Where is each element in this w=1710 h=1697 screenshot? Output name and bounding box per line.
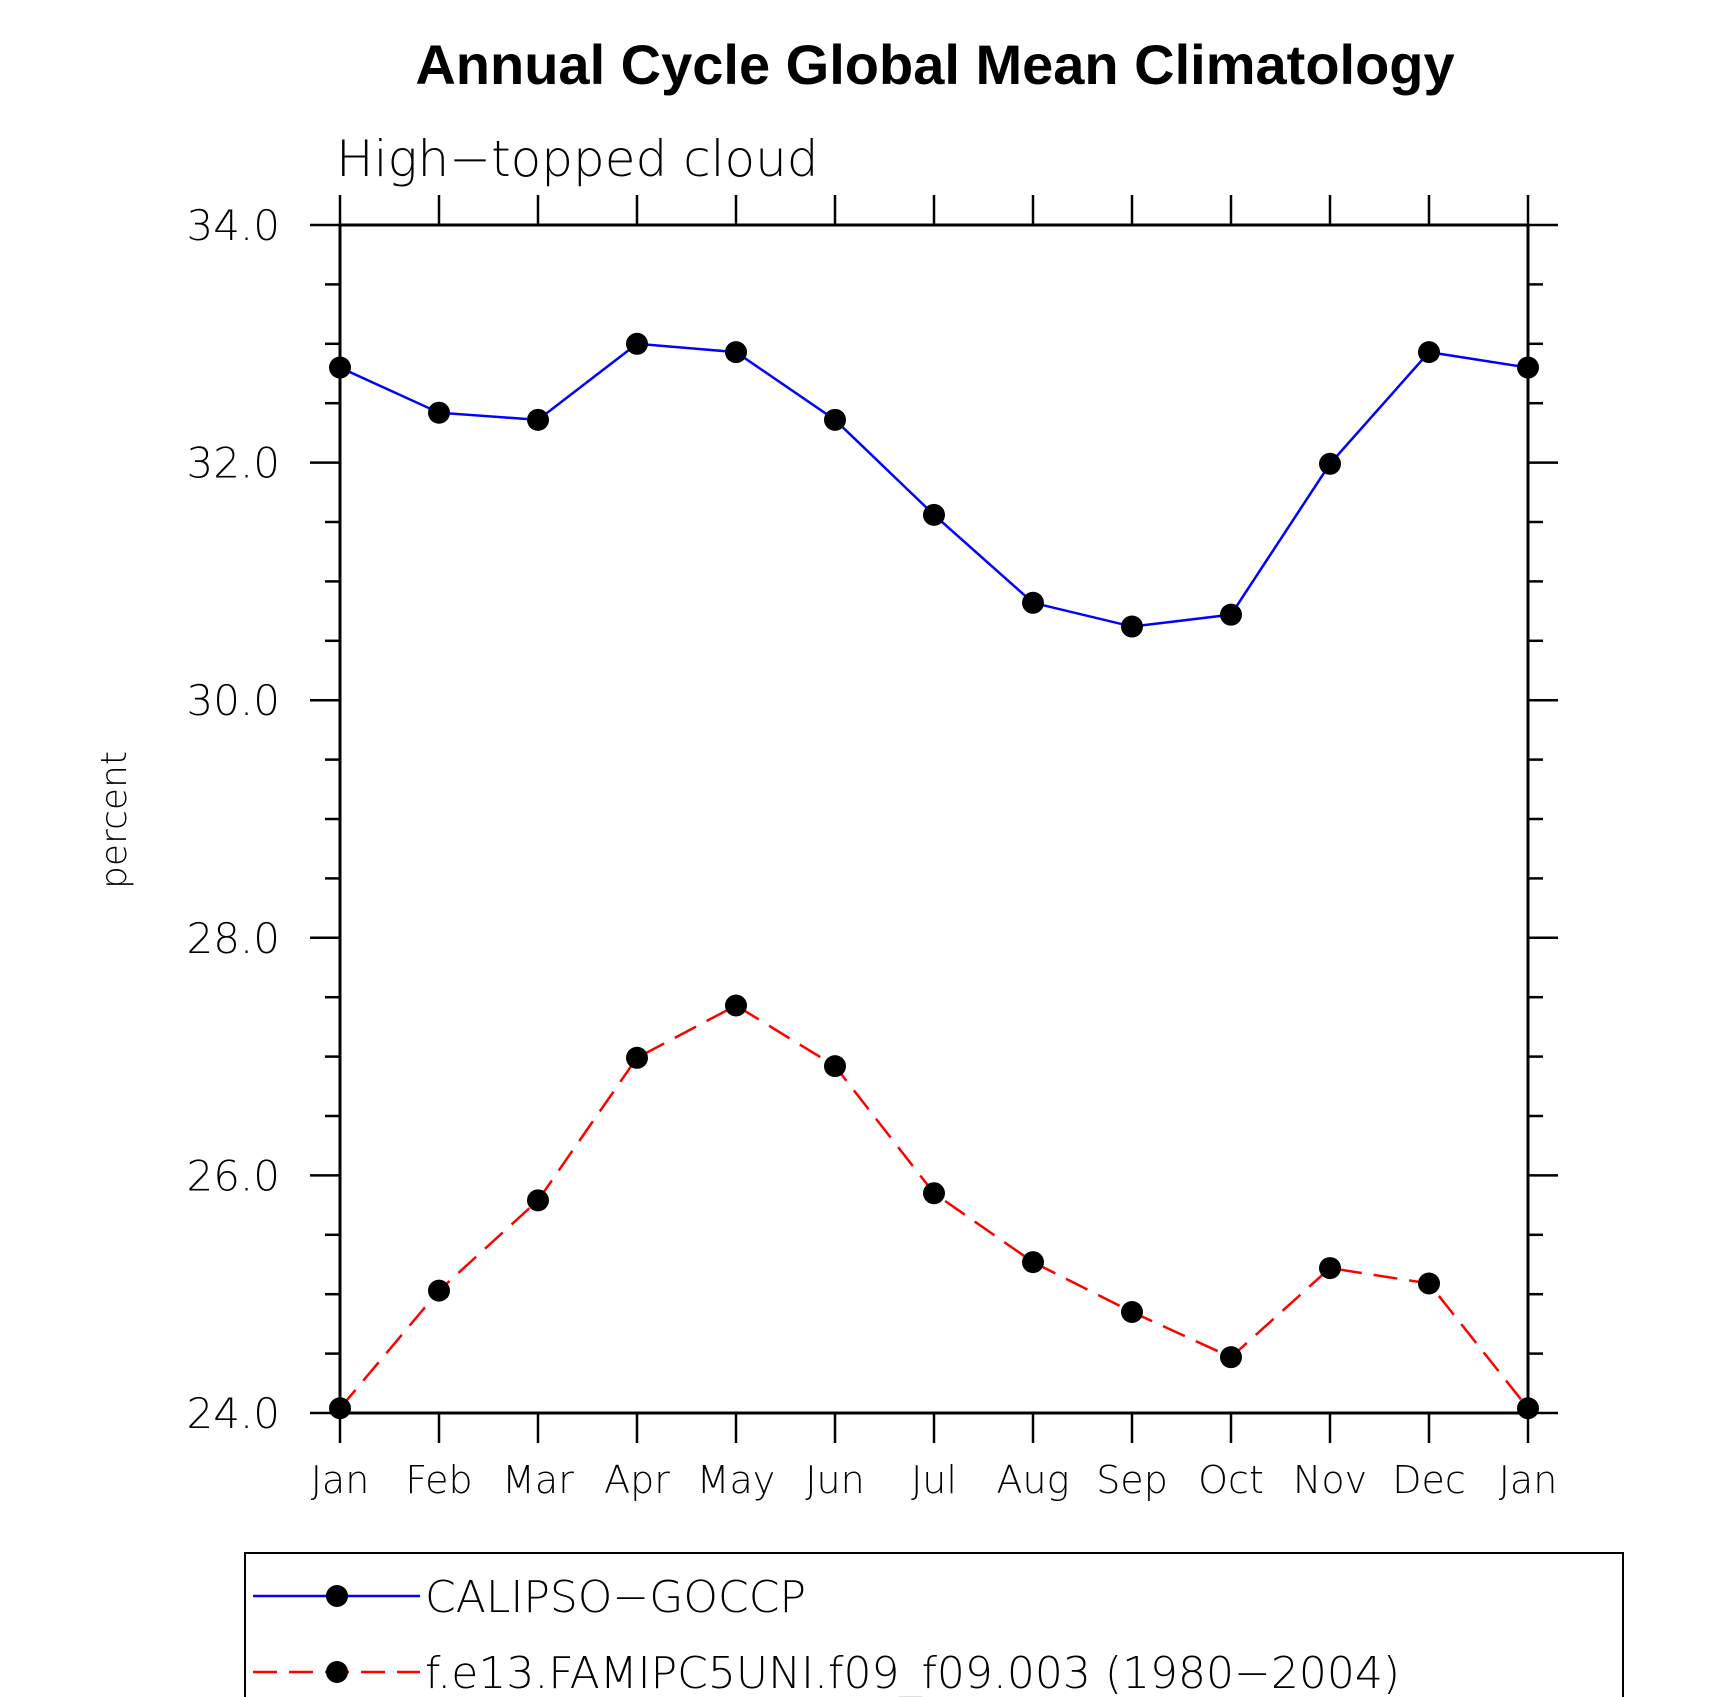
y-tick-label: 24.0: [186, 1389, 280, 1438]
legend-label-series-2: f.e13.FAMIPC5UNI.f09_f09.003 (1980−2004): [425, 1648, 1400, 1697]
y-tick-label: 30.0: [186, 676, 280, 725]
series-1-point: [1220, 603, 1242, 626]
x-tick-label: Mar: [502, 1458, 574, 1502]
x-tick-labels: Jan Feb Mar Apr May Jun Jul Aug Sep Oct Nov Dec Jan: [311, 1458, 1558, 1502]
x-tick-label: Dec: [1392, 1458, 1466, 1502]
x-tick-label: Jun: [805, 1458, 864, 1502]
legend-box: [244, 1552, 1624, 1697]
legend-label-series-1: CALIPSO−GOCCP: [425, 1572, 806, 1623]
x-tick-label: Nov: [1293, 1458, 1367, 1502]
series-1-point: [1022, 591, 1044, 614]
y-tick-label: 26.0: [186, 1151, 280, 1200]
series-1-point: [1319, 452, 1341, 475]
series-1-point: [923, 503, 945, 526]
series-1-point: [428, 401, 450, 424]
x-tick-label: Oct: [1198, 1458, 1264, 1502]
series-2-point: [824, 1055, 846, 1078]
series-2-point: [923, 1182, 945, 1205]
y-tick-labels: 24.0 26.0 28.0 30.0 32.0 34.0: [186, 201, 280, 1438]
y-axis-label: percent: [94, 751, 135, 889]
x-tick-label: Jan: [1499, 1458, 1558, 1502]
x-tick-label: Sep: [1096, 1458, 1168, 1502]
y-tick-label: 28.0: [186, 914, 280, 963]
x-tick-label: May: [697, 1458, 776, 1502]
x-tick-label: Feb: [405, 1458, 472, 1502]
chart-subtitle: High−topped cloud: [336, 130, 819, 188]
series-2-point: [1022, 1251, 1044, 1274]
legend-marker-series-2: [326, 1661, 348, 1683]
x-tick-label: Aug: [997, 1458, 1070, 1502]
x-tick-label: Apr: [604, 1458, 670, 1502]
axis-ticks: [310, 195, 1558, 1443]
y-tick-label: 34.0: [186, 201, 280, 250]
series-2-point: [1517, 1397, 1539, 1420]
series-markers: [329, 332, 1539, 1420]
x-tick-label: Jan: [311, 1458, 370, 1502]
series-1-point: [329, 356, 351, 379]
series-2-point: [626, 1046, 648, 1069]
series-1-point: [725, 341, 747, 364]
series-2-point: [1418, 1272, 1440, 1295]
legend: CALIPSO−GOCCP f.e13.FAMIPC5UNI.f09_f09.0…: [244, 1552, 1624, 1697]
series-1-point: [527, 408, 549, 431]
series-1-point: [1517, 356, 1539, 379]
chart-title: Annual Cycle Global Mean Climatology: [415, 33, 1454, 96]
series-1-point: [1418, 341, 1440, 364]
series-2-point: [527, 1189, 549, 1212]
series-2-point: [1121, 1301, 1143, 1324]
series-2-point: [428, 1279, 450, 1302]
y-tick-label: 32.0: [186, 439, 280, 488]
series-1-point: [626, 332, 648, 355]
series-2-point: [1319, 1257, 1341, 1280]
series-2-point: [1220, 1346, 1242, 1369]
series-2-point: [725, 994, 747, 1017]
series-2-point: [329, 1397, 351, 1420]
x-tick-label: Jul: [911, 1458, 957, 1502]
series-1-point: [824, 408, 846, 431]
legend-marker-series-1: [326, 1585, 348, 1607]
series-1-point: [1121, 615, 1143, 638]
